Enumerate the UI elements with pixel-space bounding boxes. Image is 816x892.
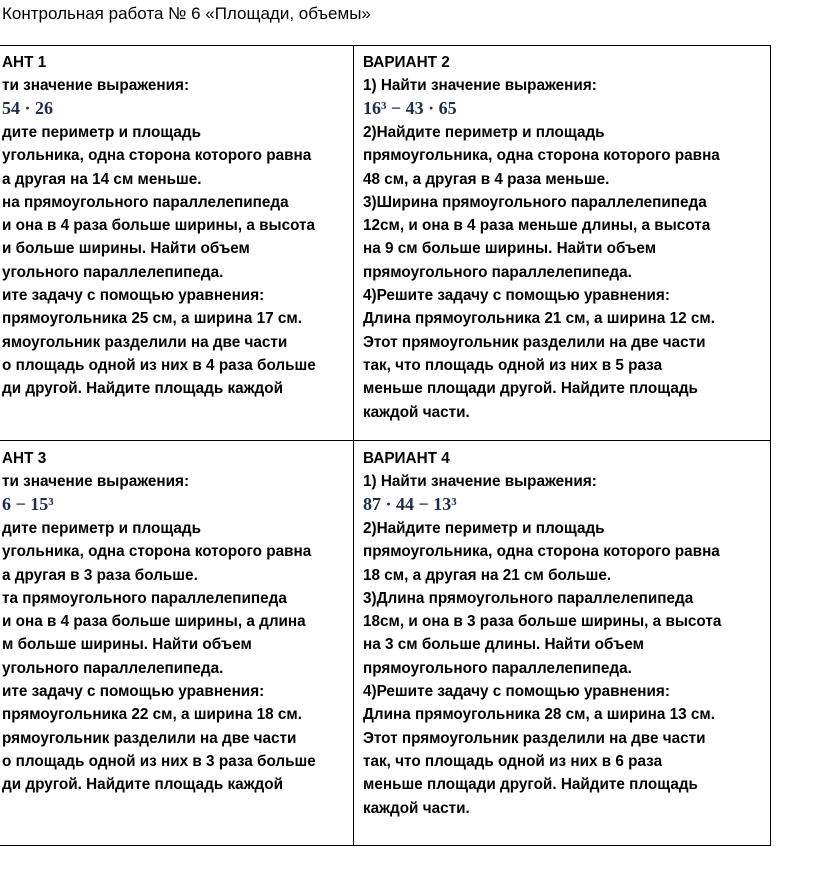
- text-line: прямоугольника 25 см, а ширина 17 см.: [2, 310, 302, 328]
- text-line: прямоугольного параллелепипеда.: [363, 659, 632, 677]
- text-line: дите периметр и площадь: [2, 519, 202, 537]
- text-line: а другая в 3 раза больше.: [2, 566, 198, 584]
- text-line: так, что площадь одной из них в 6 раза: [363, 752, 663, 770]
- text-line: угольника, одна сторона которого равна: [2, 543, 312, 561]
- text-line: 18 см, а другая на 21 см больше.: [363, 566, 612, 584]
- text-line: прямоугольного параллелепипеда.: [363, 263, 632, 281]
- text-line: 1) Найти значение выражения:: [363, 473, 597, 491]
- text-line: Длина прямоугольника 21 см, а ширина 12 …: [363, 310, 715, 328]
- text-line: 4)Решите задачу с помощью уравнения:: [363, 683, 670, 700]
- table-border: [770, 45, 771, 846]
- text-line: ди другой. Найдите площадь каждой: [2, 380, 283, 398]
- formula: 54 · 26: [2, 97, 54, 118]
- text-line: 3)Длина прямоугольного параллелепипеда: [363, 589, 694, 607]
- text-line: та прямоугольного параллелепипеда: [2, 589, 287, 607]
- cell-heading: ВАРИАНТ 4: [363, 450, 450, 467]
- text-line: ите задачу с помощью уравнения:: [2, 287, 265, 304]
- text-line: 48 см, а другая в 4 раза меньше.: [363, 170, 610, 188]
- text-line: 4)Решите задачу с помощью уравнения:: [363, 287, 670, 304]
- text-line: о площадь одной из них в 3 раза больше: [2, 752, 316, 770]
- text-line: угольного параллелепипеда.: [2, 263, 224, 281]
- text-line: каждой части.: [363, 403, 470, 421]
- formula: 6 − 15³: [2, 493, 54, 514]
- text-line: м больше ширины. Найти объем: [2, 636, 252, 654]
- title: Контрольная работа № 6 «Площади, объемы»: [2, 4, 371, 23]
- text-line: на прямоугольного параллелепипеда: [2, 193, 289, 211]
- text-line: Этот прямоугольник разделили на две част…: [363, 333, 706, 351]
- formula: 16³ − 43 · 65: [363, 97, 457, 118]
- text-line: и она в 4 раза больше ширины, а высота: [2, 217, 316, 235]
- cell-heading: АНТ 1: [2, 54, 47, 71]
- text-line: ти значение выражения:: [2, 77, 190, 95]
- text-line: ямоугольник разделили на две части: [2, 333, 288, 351]
- text-line: прямоугольника, одна сторона которого ра…: [363, 543, 720, 561]
- text-line: меньше площади другой. Найдите площадь: [363, 380, 698, 398]
- table-border: [0, 845, 771, 846]
- text-line: прямоугольника 22 см, а ширина 18 см.: [2, 706, 302, 724]
- text-line: угольного параллелепипеда.: [2, 659, 224, 677]
- text-line: прямоугольника, одна сторона которого ра…: [363, 147, 720, 165]
- cell-heading: АНТ 3: [2, 450, 47, 467]
- text-line: ди другой. Найдите площадь каждой: [2, 776, 283, 794]
- text-line: и больше ширины. Найти объем: [2, 240, 250, 258]
- text-line: Длина прямоугольника 28 см, а ширина 13 …: [363, 706, 715, 724]
- text-line: о площадь одной из них в 4 раза больше: [2, 356, 316, 374]
- text-line: а другая на 14 см меньше.: [2, 170, 202, 188]
- table-border: [0, 45, 771, 46]
- text-line: на 3 см больше длины. Найти объем: [363, 636, 644, 654]
- text-line: и она в 4 раза больше ширины, а длина: [2, 613, 306, 631]
- text-line: меньше площади другой. Найдите площадь: [363, 776, 698, 794]
- text-line: дите периметр и площадь: [2, 123, 202, 141]
- text-line: 2)Найдите периметр и площадь: [363, 123, 605, 141]
- text-line: 18см, и она в 3 раза больше ширины, а вы…: [363, 613, 722, 631]
- text-line: угольника, одна сторона которого равна: [2, 147, 312, 165]
- text-line: ите задачу с помощью уравнения:: [2, 683, 265, 700]
- text-line: 12см, и она в 4 раза меньше длины, а выс…: [363, 217, 711, 235]
- text-line: ти значение выражения:: [2, 473, 190, 491]
- text-line: 1) Найти значение выражения:: [363, 77, 597, 95]
- text-line: рямоугольник разделили на две части: [2, 729, 297, 747]
- text-line: 2)Найдите периметр и площадь: [363, 519, 605, 537]
- cell-heading: ВАРИАНТ 2: [363, 54, 450, 71]
- text-line: так, что площадь одной из них в 5 раза: [363, 356, 663, 374]
- text-line: каждой части.: [363, 799, 470, 817]
- formula: 87 · 44 − 13³: [363, 493, 457, 514]
- text-line: Этот прямоугольник разделили на две част…: [363, 729, 706, 747]
- text-line: 3)Ширина прямоугольного параллелепипеда: [363, 193, 707, 211]
- text-line: на 9 см больше ширины. Найти объем: [363, 240, 657, 258]
- table-border: [0, 440, 771, 441]
- table-border: [353, 45, 354, 846]
